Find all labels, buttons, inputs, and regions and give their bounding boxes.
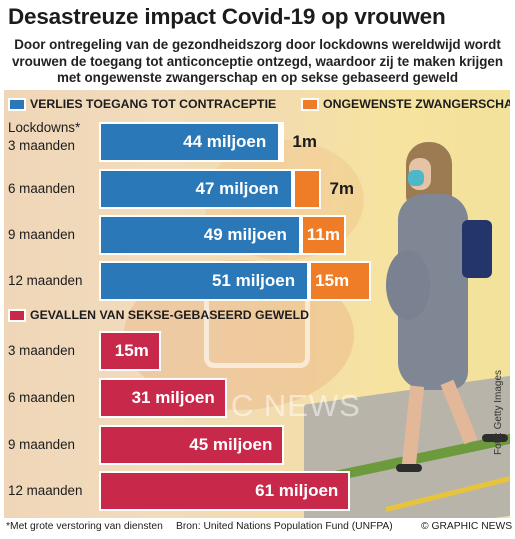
category-label: 6 maanden	[8, 181, 76, 196]
data-label-violence: 45 miljoen	[189, 435, 273, 454]
data-label-pregnancy: 7m	[329, 179, 355, 198]
footnote: *Met grote verstoring van diensten	[6, 521, 163, 532]
data-label-violence: 31 miljoen	[131, 388, 215, 407]
bar-contraception	[99, 261, 310, 301]
bar-contraception	[99, 169, 293, 209]
photo-credit: Foto: Getty Images	[493, 369, 504, 455]
bar-pregnancy	[300, 215, 347, 255]
woman-shoe	[482, 434, 508, 442]
bar-pregnancy	[280, 122, 285, 162]
page-subtitle: Door ontregeling van de gezondheidszorg …	[11, 37, 504, 85]
legend-swatch-pregnancy	[301, 97, 319, 111]
bar-violence	[99, 425, 285, 465]
legend-swatch-violence	[8, 308, 26, 322]
category-label: 3 maanden	[8, 138, 76, 153]
data-label-contraception: 47 miljoen	[195, 179, 279, 198]
handbag-icon	[462, 220, 492, 278]
category-label: 12 maanden	[8, 483, 83, 498]
legend-contraception: VERLIES TOEGANG TOT CONTRACEPTIE	[8, 97, 276, 111]
category-label: 9 maanden	[8, 437, 76, 452]
data-label-pregnancy: 11m	[306, 225, 340, 244]
legend-swatch-contraception	[8, 97, 26, 111]
data-label-pregnancy: 15m	[315, 271, 350, 290]
category-label: 3 maanden	[8, 343, 76, 358]
legend-pregnancy: ONGEWENSTE ZWANGERSCHAP	[301, 97, 510, 111]
data-label-violence: 61 miljoen	[255, 481, 339, 500]
page-title: Desastreuze impact Covid-19 op vrouwen	[8, 4, 446, 29]
woman-shoe	[396, 464, 422, 472]
bar-violence	[99, 471, 351, 511]
bar-pregnancy	[309, 261, 371, 301]
bar-violence	[99, 378, 227, 418]
bar-contraception	[99, 215, 301, 255]
woman-belly	[386, 250, 430, 320]
legend-label-contraception: VERLIES TOEGANG TOT CONTRACEPTIE	[30, 97, 277, 111]
legend-violence: GEVALLEN VAN SEKSE-GEBASEERD GEWELD	[8, 308, 309, 322]
data-label-contraception: 49 miljoen	[203, 225, 287, 244]
bar-contraception	[99, 122, 281, 162]
watermark-logo	[204, 290, 310, 368]
data-label-contraception: 44 miljoen	[183, 132, 267, 151]
bar-violence	[99, 331, 161, 371]
category-label: 12 maanden	[8, 273, 83, 288]
bar-pregnancy	[292, 169, 322, 209]
category-label: 9 maanden	[8, 227, 76, 242]
source-note: Bron: United Nations Population Fund (UN…	[176, 521, 393, 532]
chart-panel: GRAPHIC NEWS VERLIES TOEGANG TOT CONTRAC…	[4, 90, 510, 518]
data-label-contraception: 51 miljoen	[211, 271, 296, 290]
data-label-violence: 15m	[114, 341, 149, 360]
copyright: © GRAPHIC NEWS	[421, 521, 513, 532]
data-label-pregnancy: 1m	[292, 132, 317, 151]
face-mask-icon	[408, 170, 424, 186]
legend-label-pregnancy: ONGEWENSTE ZWANGERSCHAP	[323, 97, 510, 111]
category-label: 6 maanden	[8, 390, 76, 405]
category-heading: Lockdowns*	[8, 120, 81, 135]
legend-label-violence: GEVALLEN VAN SEKSE-GEBASEERD GEWELD	[30, 308, 309, 322]
